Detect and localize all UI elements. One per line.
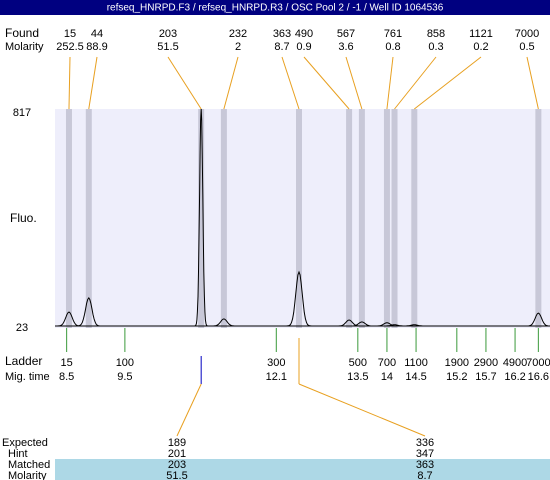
expected-matched: 363	[416, 459, 434, 471]
expected-matched: 203	[168, 459, 186, 471]
ladder-size: 4900	[503, 357, 527, 369]
peak-connector	[223, 56, 239, 110]
y-tick-label: 23	[16, 322, 28, 334]
found-molarity: 0.3	[428, 41, 443, 53]
found-size: 363	[273, 28, 291, 40]
trace-peak	[211, 318, 237, 327]
ladder-size: 15	[61, 357, 73, 369]
molarity-label: Molarity	[5, 41, 44, 53]
found-molarity: 8.7	[274, 41, 289, 53]
ladder-size: 1100	[404, 357, 428, 369]
ladder-size: 2900	[474, 357, 498, 369]
found-size: 232	[229, 28, 247, 40]
peak-connector	[345, 56, 363, 110]
ladder-time: 14	[381, 371, 393, 383]
expected-expected: 189	[168, 437, 186, 449]
found-size: 203	[159, 28, 177, 40]
expected-row-label: Molarity	[8, 470, 47, 480]
found-molarity: 88.9	[86, 41, 107, 53]
found-molarity: 0.2	[473, 41, 488, 53]
ladder-size: 500	[349, 357, 367, 369]
y-tick-label: 817	[13, 107, 31, 119]
expected-expected: 336	[416, 437, 434, 449]
trace-peak	[374, 322, 400, 327]
peak-band	[220, 109, 227, 328]
expected-row-label: Hint	[8, 448, 28, 460]
peak-band	[65, 109, 72, 328]
found-size: 858	[427, 28, 445, 40]
found-molarity: 2	[235, 41, 241, 53]
found-molarity: 51.5	[157, 41, 178, 53]
peak-connector	[394, 56, 437, 110]
peak-band	[198, 109, 205, 328]
found-size: 567	[337, 28, 355, 40]
peak-band	[296, 109, 303, 328]
found-size: 7000	[515, 28, 539, 40]
expected-row-label: Matched	[8, 459, 50, 471]
peak-band	[358, 109, 365, 328]
ladder-time: 8.5	[59, 371, 74, 383]
peak-connector	[88, 56, 98, 110]
found-size: 761	[384, 28, 402, 40]
trace-peak	[76, 296, 102, 327]
ladder-size: 700	[378, 357, 396, 369]
ladder-time: 9.5	[117, 371, 132, 383]
ladder-time: 15.7	[475, 371, 496, 383]
peak-connector	[167, 56, 202, 110]
ladder-label: Ladder	[5, 354, 42, 368]
peak-band	[535, 109, 542, 328]
peak-band	[346, 109, 353, 328]
trace-peak	[336, 319, 362, 327]
mig-time-label: Mig. time	[5, 371, 50, 383]
ladder-size: 100	[116, 357, 134, 369]
found-size: 1121	[469, 28, 493, 40]
title: refseq_HNRPD.F3 / refseq_HNRPD.R3 / OSC …	[107, 3, 444, 14]
trace-peak	[349, 321, 375, 327]
found-molarity: 0.5	[519, 41, 534, 53]
expected-row-label: Expected	[2, 437, 48, 449]
found-molarity: 0.8	[385, 41, 400, 53]
found-molarity: 252.5	[56, 41, 84, 53]
ladder-time: 16.2	[504, 371, 525, 383]
peak-band	[85, 109, 92, 328]
peak-band	[391, 109, 398, 328]
peak-connector	[526, 56, 539, 110]
match-connector	[176, 383, 202, 437]
ladder-time: 13.5	[347, 371, 368, 383]
peak-connector	[281, 56, 300, 110]
peak-connector	[414, 56, 482, 110]
ladder-time: 16.6	[528, 371, 549, 383]
match-connector	[298, 383, 426, 437]
trace-peak	[401, 324, 428, 327]
found-size: 44	[91, 28, 103, 40]
expected-molarity: 8.7	[417, 470, 432, 480]
title-bar	[0, 0, 550, 15]
peak-band	[411, 109, 418, 328]
peak-connector	[386, 56, 394, 110]
peak-connector	[303, 56, 350, 110]
peak-connector	[68, 56, 71, 110]
found-molarity: 0.9	[296, 41, 311, 53]
matched-band	[55, 459, 550, 480]
ladder-size: 300	[267, 357, 285, 369]
ladder-time: 15.2	[446, 371, 467, 383]
y-label: Fluo.	[10, 211, 37, 225]
ladder-size: 7000	[526, 357, 550, 369]
found-size: 490	[295, 28, 313, 40]
expected-molarity: 51.5	[166, 470, 187, 480]
trace-peak	[286, 270, 312, 327]
expected-hint: 201	[168, 448, 186, 460]
found-label: Found	[5, 26, 39, 40]
expected-hint: 347	[416, 448, 434, 460]
ladder-time: 14.5	[405, 371, 426, 383]
found-size: 15	[64, 28, 76, 40]
ladder-time: 12.1	[266, 371, 287, 383]
peak-band	[383, 109, 390, 328]
ladder-size: 1900	[445, 357, 469, 369]
trace-peak	[525, 312, 550, 327]
trace-peak	[194, 108, 208, 327]
found-molarity: 3.6	[338, 41, 353, 53]
